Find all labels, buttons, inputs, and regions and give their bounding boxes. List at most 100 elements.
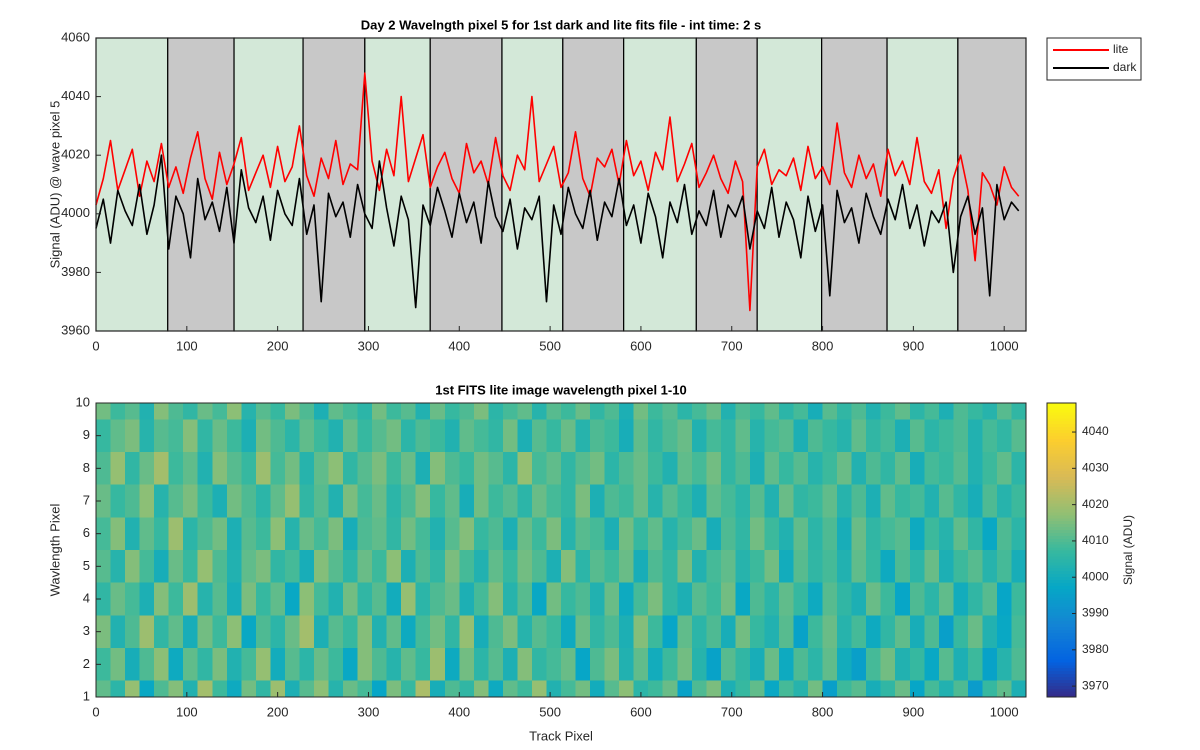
heatmap-cell [255,517,271,550]
heatmap-cell [822,452,838,485]
heatmap-cell [343,550,359,583]
heatmap-cell [386,648,402,681]
colorbar-swatch [1047,464,1076,469]
colorbar-swatch [1047,664,1076,669]
heatmap-cell [299,550,315,583]
heatmap-cell [226,419,242,452]
heatmap-cell [619,550,635,583]
heatmap-cell [430,403,446,420]
heatmap-cell [459,452,475,485]
heatmap-cell [633,484,649,518]
heatmap-cell [880,419,896,452]
heatmap-cell [168,419,184,452]
heatmap-cell [764,582,780,616]
heatmap-cell [778,419,794,452]
colorbar-swatch [1047,470,1076,475]
colorbar-swatch [1047,688,1076,692]
heatmap-cell [735,680,751,697]
heatmap-cell [488,615,504,648]
heatmap-cell [270,582,286,616]
heatmap-cell [284,419,300,452]
heatmap-cell [909,419,925,452]
heatmap-cell [459,582,475,616]
heatmap-cell [386,582,402,616]
heatmap-cell [749,680,765,697]
heatmap-cell [633,582,649,616]
heatmap-cell [720,680,736,697]
heatmap-cell [110,648,126,681]
heatmap-cell [895,419,911,452]
heatmap-cell [343,452,359,485]
heatmap-cell [183,452,199,485]
heatmap-cell [619,484,635,518]
heatmap-cell [909,680,925,697]
heatmap-cell [328,615,344,648]
colorbar-swatch [1047,623,1076,628]
heatmap-cell [575,403,591,420]
heatmap-cell [837,484,853,518]
colorbar-swatch [1047,435,1076,439]
heatmap-cell [749,403,765,420]
heatmap-cell [531,680,547,697]
colorbar-swatch [1047,676,1076,680]
heatmap-cell [662,484,678,518]
heatmap-cell [183,582,199,616]
heatmap-cell [212,648,228,681]
heatmap-cell [662,419,678,452]
heatmap-cell [183,680,199,697]
heatmap-cell [270,615,286,648]
heatmap-cell [706,484,722,518]
colorbar-swatch [1047,594,1076,598]
heatmap-cell [139,452,155,485]
heatmap-cell [197,615,213,648]
heatmap-cell [241,403,257,420]
heatmap-cell [125,403,141,420]
heatmap-cell [415,403,431,420]
heatmap-cell [575,615,591,648]
heatmap-cell [793,615,809,648]
heatmap-cell [590,403,606,420]
heatmap-cell [313,419,329,452]
heatmap-cell [633,680,649,697]
heatmap-cell [808,550,824,583]
heatmap-cell [1011,550,1027,583]
heatmap-cell [357,648,373,681]
colorbar-swatch [1047,473,1076,478]
heatmap-cell [909,484,925,518]
heatmap-cell [357,517,373,550]
heatmap-cell [270,517,286,550]
heatmap-cell [648,517,664,550]
heatmap-cell [967,550,983,583]
heatmap-cell [313,550,329,583]
heatmap-cell [822,484,838,518]
heatmap-cell [619,517,635,550]
heatmap-cell [967,419,983,452]
heatmap-cell [531,582,547,616]
heatmap-cell [546,403,562,420]
heatmap-cell [749,648,765,681]
heatmap-cell [473,419,489,452]
colorbar-swatch [1047,502,1076,507]
heatmap-cell [575,484,591,518]
heatmap-cell [938,419,954,452]
heatmap-cell [953,419,969,452]
heatmap-cell [284,452,300,485]
colorbar-swatch [1047,558,1076,563]
heatmap-cell [677,484,693,518]
heatmap-cell [168,517,184,550]
heatmap-cell [372,680,388,697]
heatmap-cell [139,550,155,583]
heatmap-cell [909,550,925,583]
heatmap-cell [866,550,882,583]
heatmap-cell [313,403,329,420]
heatmap-cell [96,517,112,550]
heatmap-cell [561,582,577,616]
heatmap-cell [996,648,1012,681]
heatmap-cell [822,403,838,420]
heatmap-cell [96,419,112,452]
heatmap-cell [691,648,707,681]
heatmap-cell [590,648,606,681]
heatmap-cell [473,517,489,550]
heatmap-cell [531,517,547,550]
heatmap-cell [226,680,242,697]
